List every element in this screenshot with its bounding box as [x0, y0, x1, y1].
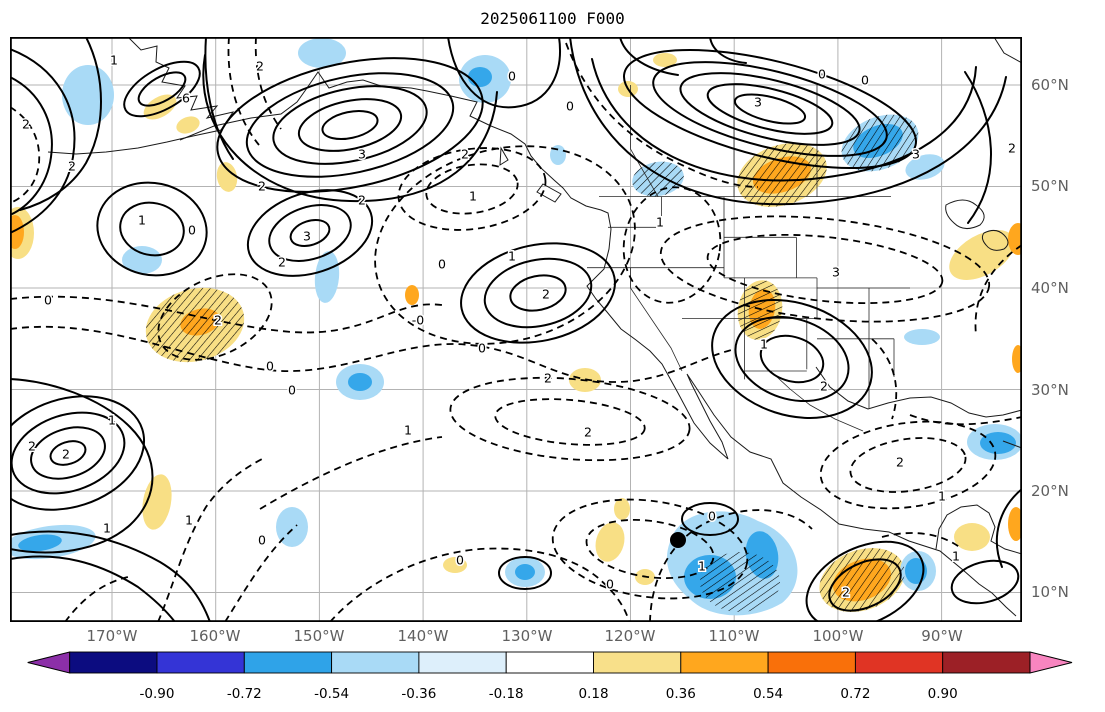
- colorbar-tick-label: 0.90: [928, 686, 958, 702]
- map-canvas: 6221223202103003213103220-00120221021120…: [10, 37, 1022, 622]
- colorbar-tick-label: 0.72: [840, 686, 870, 702]
- lat-tick-label: 50°N: [1031, 177, 1069, 195]
- contour-label: -0: [412, 313, 425, 328]
- colorbar-tick-label: -0.90: [140, 686, 175, 702]
- lon-tick-label: 120°W: [605, 627, 656, 645]
- figure-title: 2025061100 F000: [0, 9, 1105, 28]
- colorbar-under-arrow: [28, 652, 70, 673]
- marker-layer: [670, 532, 686, 548]
- lon-tick-label: 140°W: [398, 627, 449, 645]
- colorbar-segment: [506, 652, 593, 673]
- contour-label: 0: [708, 509, 716, 524]
- colorbar-over-arrow: [1030, 652, 1072, 673]
- contour-label: 2: [62, 447, 70, 462]
- contour-label: 0: [606, 577, 614, 592]
- contour-label: 0: [438, 257, 446, 272]
- lon-tick-label: 130°W: [502, 627, 553, 645]
- lat-tick-label: 10°N: [1031, 583, 1069, 601]
- weather-map-figure: 2025061100 F000: [0, 0, 1105, 712]
- contour-label: 1: [952, 549, 960, 564]
- contour-label: 2: [584, 425, 592, 440]
- contour-label: 2: [842, 585, 850, 600]
- colorbar-tick-label: -0.36: [401, 686, 436, 702]
- contour-label: 2: [256, 59, 264, 74]
- colorbar-segment: [157, 652, 244, 673]
- contour-label: 1: [185, 513, 193, 528]
- colorbar-segment: [70, 652, 157, 673]
- contour-label: 2: [1008, 141, 1016, 156]
- colorbar-segment: [943, 652, 1030, 673]
- colorbar-segment: [332, 652, 419, 673]
- lon-tick-label: 110°W: [709, 627, 760, 645]
- contour-label: 2: [896, 455, 904, 470]
- lat-tick-label: 20°N: [1031, 482, 1069, 500]
- contour-label: 3: [832, 265, 840, 280]
- contour-label: 1: [938, 489, 946, 504]
- contour-label: 0: [478, 341, 486, 356]
- contour-label: 0: [818, 67, 826, 82]
- colorbar-tick-label: -0.72: [227, 686, 262, 702]
- colorbar-segment: [419, 652, 506, 673]
- colorbar-tick-label: 0.54: [753, 686, 783, 702]
- map-panel: 6221223202103003213103220-00120221021120…: [10, 37, 1022, 622]
- colorbar-segment: [855, 652, 942, 673]
- contour-label: 3: [912, 147, 920, 162]
- lat-tick-label: 30°N: [1031, 381, 1069, 399]
- contour-label: 6: [182, 91, 190, 106]
- contour-label: 0: [266, 359, 274, 374]
- colorbar-tick-label: -0.54: [314, 686, 349, 702]
- contour-label: 1: [404, 423, 412, 438]
- contour-label: 2: [214, 313, 222, 328]
- contour-label: 1: [760, 337, 768, 352]
- contour-label: 1: [103, 521, 111, 536]
- significance-hatching: [137, 104, 926, 622]
- lon-tick-label: 100°W: [813, 627, 864, 645]
- contour-label: 2: [544, 371, 552, 386]
- contour-label: 0: [188, 223, 196, 238]
- contour-label: 2: [22, 117, 30, 132]
- contour-label: 2: [542, 287, 550, 302]
- contour-label: 2: [358, 193, 366, 208]
- contour-label: 2: [461, 147, 469, 162]
- contour-label: 0: [861, 73, 869, 88]
- contour-label: 1: [469, 189, 477, 204]
- colorbar: -0.90 -0.72 -0.54 -0.36 -0.18 0.18 0.36 0.54 0.7…: [0, 644, 1105, 710]
- lat-tick-label: 60°N: [1031, 76, 1069, 94]
- contour-label: 0: [566, 99, 574, 114]
- colorbar-segment: [594, 652, 681, 673]
- contour-label: 2: [258, 179, 266, 194]
- contour-label: 0: [456, 553, 464, 568]
- lat-tick-label: 40°N: [1031, 279, 1069, 297]
- contour-label: 2: [68, 159, 76, 174]
- contour-label: 1: [698, 559, 706, 574]
- contour-label: 1: [110, 53, 118, 68]
- contour-label: 2: [820, 379, 828, 394]
- colorbar-tick-label: -0.18: [489, 686, 524, 702]
- contour-label: 2: [28, 439, 36, 454]
- colorbar-segment: [768, 652, 855, 673]
- contour-label: 1: [508, 249, 516, 264]
- contour-label: 0: [258, 533, 266, 548]
- lon-tick-label: 150°W: [294, 627, 345, 645]
- contour-label: 1: [108, 413, 116, 428]
- contour-label: 1: [138, 213, 146, 228]
- contour-label: 0: [44, 293, 52, 308]
- contour-label: 0: [508, 69, 516, 84]
- lon-tick-label: 170°W: [87, 627, 138, 645]
- contour-label: 3: [754, 95, 762, 110]
- contour-label: 0: [288, 383, 296, 398]
- contour-label: 3: [358, 147, 366, 162]
- colorbar-segment: [244, 652, 331, 673]
- colorbar-tick-label: 0.18: [578, 686, 608, 702]
- lon-tick-label: 160°W: [190, 627, 241, 645]
- contour-label: 1: [656, 215, 664, 230]
- station-marker: [670, 532, 686, 548]
- contour-label: 3: [303, 229, 311, 244]
- colorbar-segment: [681, 652, 768, 673]
- lon-tick-label: 90°W: [921, 627, 962, 645]
- contour-label: 2: [278, 255, 286, 270]
- colorbar-tick-label: 0.36: [666, 686, 696, 702]
